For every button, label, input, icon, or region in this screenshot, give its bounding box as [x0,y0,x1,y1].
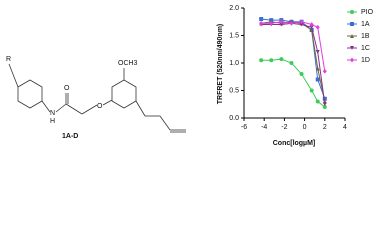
atom-label: O [64,85,70,92]
series-line [261,58,326,108]
x-tick-label: -4 [261,124,267,131]
marker [299,19,304,25]
marker [322,68,327,74]
marker [315,99,320,104]
atom-label: R [6,56,11,63]
marker [289,61,294,65]
structure [8,63,186,133]
marker [269,21,274,26]
marker [289,21,294,26]
y-tick-label: 0.5 [229,87,239,94]
x-tick-label: 2 [323,124,327,131]
legend-label: PIO [361,9,374,16]
y-tick-label: 2.0 [229,5,239,12]
marker [315,66,320,71]
marker [350,46,354,50]
bond [159,115,171,131]
marker [279,19,284,25]
y-axis-title: TRFRET (520nm/490nm) [217,24,224,105]
marker [350,34,354,38]
x-tick-label: -2 [281,124,287,131]
series-line [261,22,326,105]
y-tick-label: 0.0 [229,115,239,122]
y-tick-label: 1.0 [229,60,239,67]
marker [279,57,284,62]
legend-label: 1C [361,45,370,52]
atom-label: H [50,118,55,125]
marker [322,96,327,101]
marker [299,72,304,76]
legend-label: 1B [361,33,370,40]
atom-label: OCH3 [118,60,138,67]
marker [309,25,314,30]
x-axis-title: Conc[logµM] [273,140,316,147]
marker [315,50,320,54]
x-tick-label: 4 [343,124,347,131]
legend-label: 1D [361,57,370,64]
x-tick-label: -6 [241,124,247,131]
marker [309,22,314,27]
marker [350,10,354,14]
bond [81,104,98,115]
x-tick-label: 0 [303,124,307,131]
compound-name: 1A-D [62,133,78,140]
marker [322,105,327,109]
marker [259,21,264,26]
marker [350,22,354,26]
bond [102,99,113,106]
marker [315,24,320,30]
marker [322,102,327,107]
bond [55,103,67,113]
marker [350,57,354,63]
page: R N H O O OCH3 1A-D TRFRET (520nm/490nm)… [6,5,374,147]
bond [8,63,19,88]
marker [269,58,274,63]
marker [259,17,264,21]
bond [135,100,146,117]
atom-label: N [50,110,55,117]
marker [309,88,314,93]
marker [299,22,304,27]
marker [315,77,320,82]
bond [65,103,83,115]
y-tick-label: 1.5 [229,32,239,39]
bond [41,100,51,113]
ring [111,79,137,109]
legend-label: 1A [361,21,370,28]
marker [279,22,284,27]
marker [259,58,264,63]
atom-label: O [97,103,103,110]
ring [17,79,43,109]
